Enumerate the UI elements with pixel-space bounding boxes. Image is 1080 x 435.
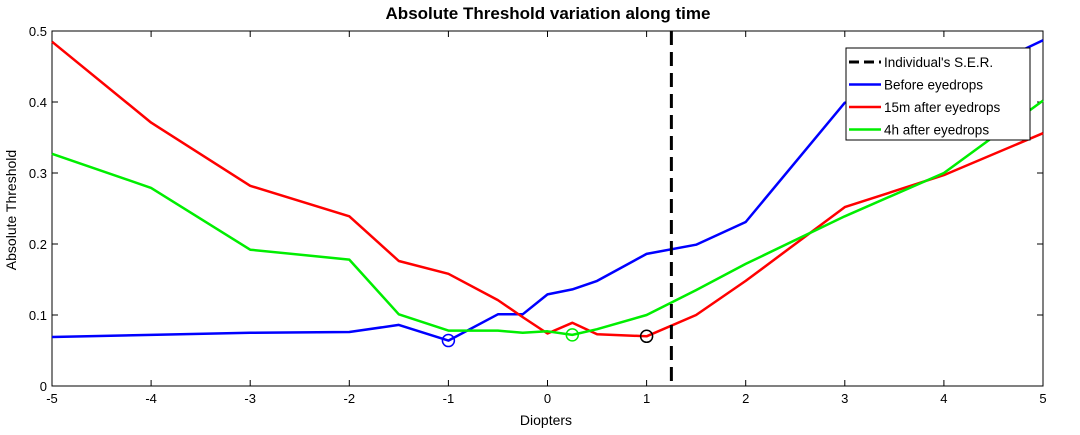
x-axis-label: Diopters <box>520 412 572 428</box>
min-marker <box>639 329 654 344</box>
series-line <box>51 99 1044 337</box>
legend-label: 4h after eyedrops <box>884 123 989 138</box>
x-tick-label: 3 <box>841 391 848 406</box>
y-tick-label: 0.2 <box>29 237 47 252</box>
min-marker <box>441 333 456 348</box>
chart-title: Absolute Threshold variation along time <box>386 4 711 23</box>
x-tick-label: -3 <box>244 391 256 406</box>
x-tick-label: 5 <box>1039 391 1046 406</box>
min-marker <box>565 328 580 342</box>
series-line <box>51 40 1044 338</box>
y-tick-label: 0.5 <box>29 24 47 39</box>
y-tick-label: 0.4 <box>29 95 47 110</box>
legend: Individual's S.E.R. Before eyedrops 15m af… <box>845 47 1031 141</box>
y-tick-label: 0.1 <box>29 308 47 323</box>
series-line <box>51 39 1044 342</box>
x-tick-label: -4 <box>145 391 157 406</box>
y-tick-label: 0.3 <box>29 166 47 181</box>
x-tick-label: 4 <box>940 391 947 406</box>
legend-label: Individual's S.E.R. <box>884 55 993 70</box>
x-tick-label: 0 <box>544 391 551 406</box>
x-tick-label: -2 <box>344 391 356 406</box>
x-tick-label: 1 <box>643 391 650 406</box>
legend-box <box>845 47 1031 141</box>
legend-label: 15m after eyedrops <box>884 100 1001 115</box>
x-tick-label: -1 <box>443 391 455 406</box>
x-tick-label: -5 <box>46 391 58 406</box>
y-tick-label: 0 <box>40 379 47 394</box>
x-tick-label: 2 <box>742 391 749 406</box>
legend-label: Before eyedrops <box>884 78 983 93</box>
y-axis-label: Absolute Threshold <box>3 150 19 270</box>
